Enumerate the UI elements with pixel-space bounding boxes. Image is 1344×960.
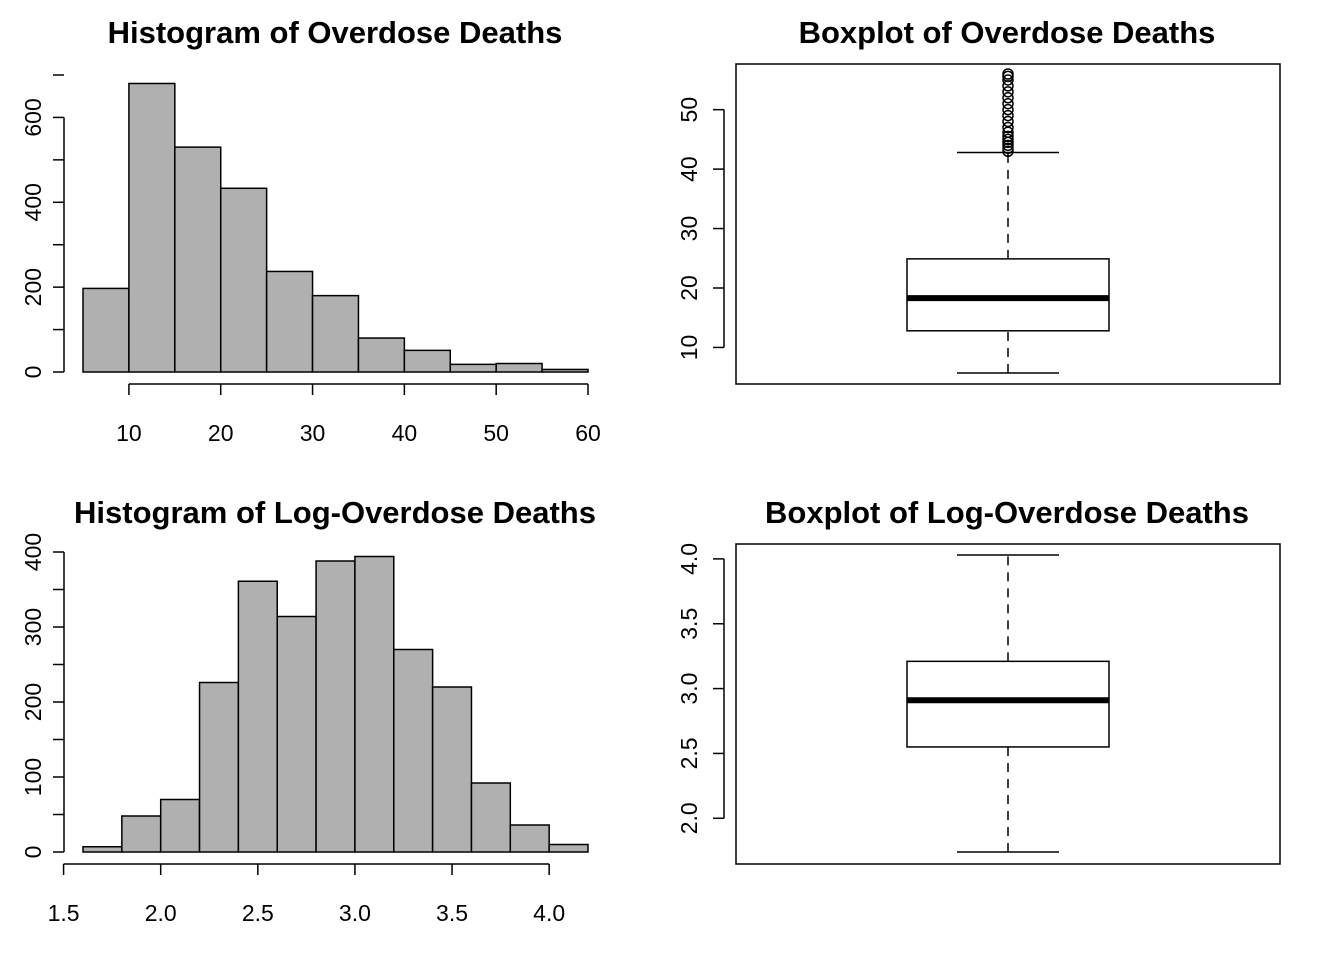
histogram-bar: [449, 363, 497, 373]
histogram-bar: [354, 555, 395, 853]
x-tick-label: 1.5: [48, 900, 80, 926]
y-tick-label: 400: [20, 533, 46, 571]
x-tick-label: 60: [575, 420, 601, 446]
histogram-bar: [509, 824, 550, 853]
y-tick-label: 4.0: [676, 543, 702, 575]
y-tick-label: 10: [676, 335, 702, 361]
outlier-point: [1002, 121, 1014, 134]
histogram-bar: [82, 846, 123, 853]
outlier-point: [1002, 92, 1014, 104]
histogram-overdose-deaths: Histogram of Overdose Deaths 10 20 30 40 50 6…: [20, 15, 601, 446]
outlier-point: [1002, 142, 1014, 155]
histogram-bar: [121, 815, 162, 853]
outlier-point: [1002, 109, 1014, 122]
histogram-bar: [276, 615, 317, 853]
y-tick-label: 400: [20, 183, 46, 221]
y-tick-label: 20: [676, 275, 702, 301]
histogram-bar: [393, 648, 434, 853]
x-tick-label: 30: [300, 420, 326, 446]
bars: [82, 82, 589, 373]
x-tick-label: 3.5: [436, 900, 468, 926]
x-axis: 1.5 2.0 2.5 3.0 3.5 4.0: [48, 863, 565, 926]
histogram-bar: [315, 560, 356, 853]
outlier-point: [1002, 74, 1014, 86]
x-tick-label: 20: [208, 420, 234, 446]
chart-title: Boxplot of Overdose Deaths: [799, 15, 1216, 50]
plot-frame: [735, 543, 1281, 865]
outlier-point: [1002, 130, 1014, 143]
x-tick-label: 4.0: [533, 900, 565, 926]
y-tick-label: 3.5: [676, 608, 702, 640]
x-axis: 10 20 30 40 50 60: [116, 383, 601, 446]
histogram-bar: [128, 82, 176, 373]
y-axis: 10 20 30 40 50: [676, 97, 725, 361]
outlier-point: [1002, 115, 1014, 128]
y-tick-label: 3.0: [676, 673, 702, 705]
histogram-bar: [470, 782, 512, 853]
outlier-point: [1002, 103, 1014, 116]
y-tick-label: 50: [676, 97, 702, 123]
histogram-bar: [495, 362, 543, 373]
y-axis: 0 200 400 600: [20, 74, 65, 379]
y-tick-label: 0: [20, 366, 46, 379]
y-axis: 0 100 200 300 400: [20, 533, 65, 859]
y-tick-label: 0: [20, 846, 46, 859]
outlier-point: [1002, 133, 1014, 146]
y-tick-label: 200: [20, 683, 46, 721]
histogram-bar: [219, 187, 268, 373]
histogram-bar: [311, 294, 360, 373]
outlier-point: [1002, 68, 1014, 80]
x-tick-label: 3.0: [339, 900, 371, 926]
outlier-point: [1002, 97, 1014, 110]
x-tick-label: 40: [392, 420, 418, 446]
x-tick-label: 10: [116, 420, 142, 446]
boxplot-overdose-deaths: Boxplot of Overdose Deaths 10 20 30 40 50: [676, 15, 1281, 385]
plot-frame: [735, 63, 1281, 385]
chart-title: Histogram of Log-Overdose Deaths: [74, 495, 596, 530]
y-tick-label: 200: [20, 268, 46, 306]
interquartile-box: [906, 660, 1110, 748]
chart-title: Histogram of Overdose Deaths: [108, 15, 563, 50]
histogram-bar: [174, 146, 222, 373]
x-tick-label: 50: [483, 420, 509, 446]
y-tick-label: 2.5: [676, 737, 702, 769]
histogram-bar: [265, 270, 314, 373]
histogram-bar: [198, 681, 240, 853]
interquartile-box: [906, 258, 1110, 332]
y-axis: 2.0 2.5 3.0 3.5 4.0: [676, 543, 725, 834]
outlier-point: [1002, 145, 1014, 158]
chart-title: Boxplot of Log-Overdose Deaths: [765, 495, 1249, 530]
histogram-bar: [431, 686, 473, 853]
x-tick-label: 2.0: [145, 900, 177, 926]
boxplot-log-overdose-deaths: Boxplot of Log-Overdose Deaths 2.0 2.5 3.0…: [676, 495, 1281, 865]
histogram-bar: [357, 337, 406, 373]
histogram-bar: [548, 843, 589, 853]
y-tick-label: 100: [20, 758, 46, 796]
outlier-point: [1002, 139, 1014, 152]
box-elements: [906, 554, 1110, 853]
y-tick-label: 2.0: [676, 802, 702, 834]
bars: [82, 555, 589, 853]
y-tick-label: 600: [20, 98, 46, 136]
histogram-bar: [237, 580, 278, 853]
y-tick-label: 300: [20, 608, 46, 646]
histogram-bar: [82, 287, 130, 373]
histogram-log-overdose-deaths: Histogram of Log-Overdose Deaths 1.5 2.0 2…: [20, 495, 596, 926]
y-tick-label: 40: [676, 156, 702, 182]
histogram-bar: [541, 368, 589, 373]
histogram-bar: [159, 798, 201, 853]
outliers: [1002, 68, 1014, 158]
x-tick-label: 2.5: [242, 900, 274, 926]
box-elements: [906, 151, 1110, 374]
y-tick-label: 30: [676, 216, 702, 242]
histogram-bar: [403, 349, 452, 373]
outlier-point: [1002, 86, 1014, 98]
